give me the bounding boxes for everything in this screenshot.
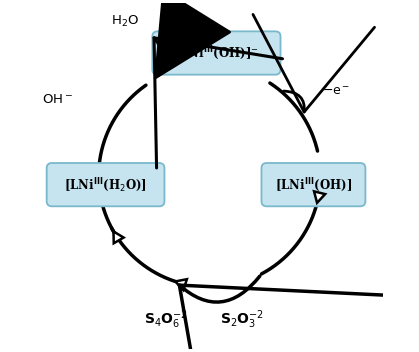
Polygon shape	[175, 279, 187, 290]
Text: $-$e$^-$: $-$e$^-$	[322, 84, 350, 98]
Text: [LNi$^{\bf III}$(OH)]$^{-}$: [LNi$^{\bf III}$(OH)]$^{-}$	[174, 44, 259, 62]
FancyArrowPatch shape	[155, 0, 230, 78]
Text: S$_2$O$_3^{-2}$: S$_2$O$_3^{-2}$	[220, 308, 264, 331]
FancyBboxPatch shape	[261, 163, 365, 206]
FancyBboxPatch shape	[153, 31, 281, 75]
Text: S$_4$O$_6^{-2}$: S$_4$O$_6^{-2}$	[144, 308, 188, 331]
Polygon shape	[114, 231, 124, 243]
Text: [LNi$^{\bf III}$(OH)]: [LNi$^{\bf III}$(OH)]	[275, 176, 352, 194]
Text: OH$^-$: OH$^-$	[41, 93, 72, 106]
Polygon shape	[314, 191, 325, 203]
FancyBboxPatch shape	[47, 163, 165, 206]
Text: H$_2$O: H$_2$O	[111, 14, 139, 29]
Text: [LNi$^{\bf III}$(H$_2$O)]: [LNi$^{\bf III}$(H$_2$O)]	[64, 176, 147, 194]
FancyArrowPatch shape	[253, 14, 375, 112]
FancyArrowPatch shape	[154, 38, 282, 168]
FancyArrowPatch shape	[179, 276, 419, 352]
